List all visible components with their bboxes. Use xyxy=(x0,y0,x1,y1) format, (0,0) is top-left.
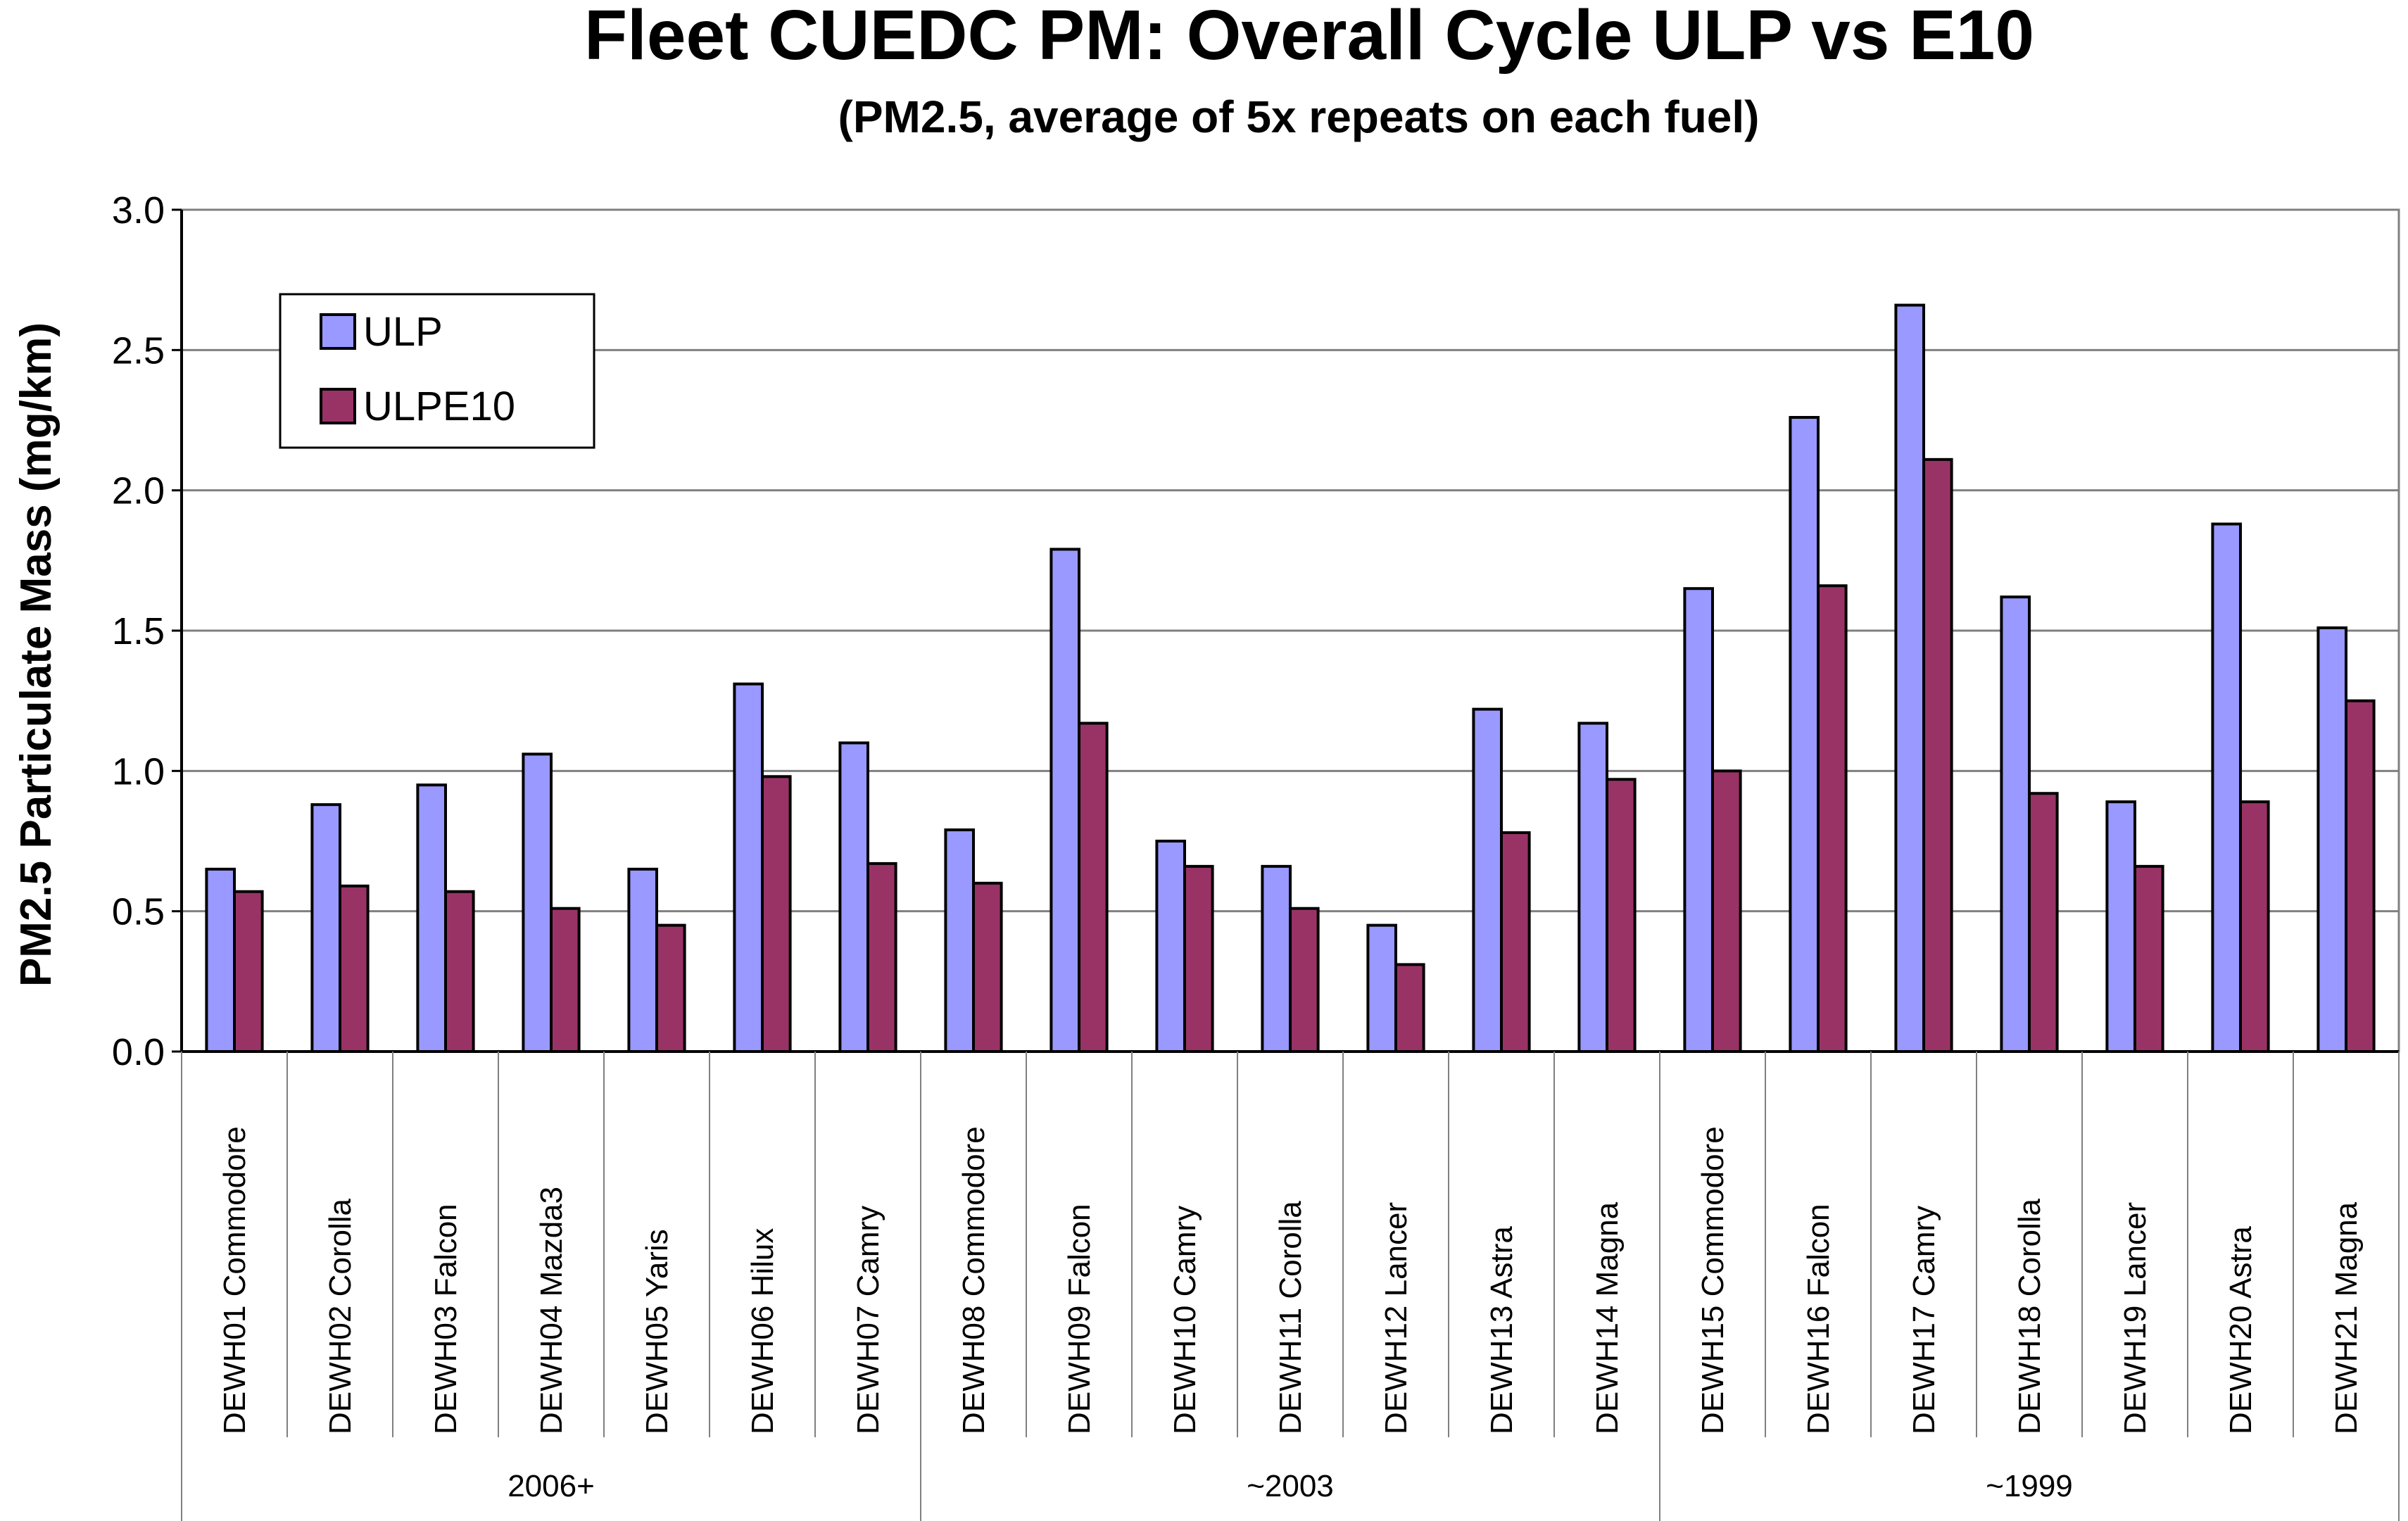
x-tick-label: DEWH02 Corolla xyxy=(323,1198,358,1434)
x-tick-label: DEWH20 Astra xyxy=(2224,1226,2258,1434)
group-label: ~2003 xyxy=(1247,1469,1334,1503)
bar-ulpe10-2 xyxy=(339,884,370,1053)
bar-ulp-14 xyxy=(1577,721,1608,1054)
bar-ulpe10-11 xyxy=(1289,907,1320,1054)
x-tick-label: DEWH13 Astra xyxy=(1484,1226,1519,1434)
x-tick-label: DEWH17 Camry xyxy=(1907,1206,1941,1434)
x-tick-label: DEWH05 Yaris xyxy=(640,1229,674,1434)
x-tick-label: DEWH03 Falcon xyxy=(429,1204,463,1434)
y-tick-label: 0.0 xyxy=(112,1031,165,1073)
bar-ulpe10-4 xyxy=(550,907,581,1054)
legend: ULP ULPE10 xyxy=(279,293,595,449)
bar-ulpe10-15 xyxy=(1711,769,1742,1054)
bar-ulp-18 xyxy=(2000,595,2031,1053)
bar-ulpe10-6 xyxy=(761,775,792,1053)
bar-ulp-4 xyxy=(522,752,553,1053)
y-axis-label: PM2.5 Particulate Mass (mg/km) xyxy=(12,322,61,987)
bar-ulp-1 xyxy=(205,867,236,1054)
bar-ulpe10-12 xyxy=(1394,963,1425,1053)
bar-ulp-13 xyxy=(1472,707,1503,1053)
bars-layer xyxy=(205,303,2376,1054)
x-tick-label: DEWH07 Camry xyxy=(851,1206,885,1434)
bar-ulpe10-19 xyxy=(2133,864,2164,1053)
bar-ulp-6 xyxy=(733,682,764,1053)
legend-label-ulp: ULP xyxy=(363,309,443,355)
legend-swatch-ulp xyxy=(320,313,356,350)
x-tick-label: DEWH10 Camry xyxy=(1168,1206,1202,1434)
y-tick-label: 2.0 xyxy=(112,470,165,512)
bar-ulpe10-8 xyxy=(972,881,1003,1054)
bar-ulpe10-10 xyxy=(1183,864,1214,1053)
bar-ulpe10-9 xyxy=(1078,721,1109,1054)
bar-ulpe10-21 xyxy=(2345,699,2376,1054)
bar-ulpe10-3 xyxy=(444,890,475,1054)
x-tick-label: DEWH16 Falcon xyxy=(1801,1204,1836,1434)
bar-ulp-19 xyxy=(2105,800,2136,1053)
legend-label-ulpe10: ULPE10 xyxy=(363,384,515,429)
x-tick-label: DEWH06 Hilux xyxy=(745,1228,780,1434)
group-label: 2006+ xyxy=(508,1469,595,1503)
chart-subtitle: (PM2.5, average of 5x repeats on each fu… xyxy=(838,91,1760,142)
bar-ulp-20 xyxy=(2211,522,2242,1053)
bar-ulpe10-13 xyxy=(1500,831,1531,1054)
x-tick-label: DEWH08 Commodore xyxy=(957,1126,991,1434)
bar-ulp-21 xyxy=(2316,626,2347,1053)
bar-ulpe10-17 xyxy=(1922,457,1953,1053)
y-tick-label: 0.5 xyxy=(112,891,165,933)
x-tick-label: DEWH21 Magna xyxy=(2329,1201,2364,1434)
y-tick-label: 2.5 xyxy=(112,329,165,372)
bar-ulp-10 xyxy=(1155,840,1187,1053)
group-label: ~1999 xyxy=(1986,1469,2073,1503)
x-tick-label: DEWH09 Falcon xyxy=(1062,1204,1097,1434)
x-tick-label: DEWH18 Corolla xyxy=(2012,1198,2047,1434)
bar-ulp-7 xyxy=(838,741,870,1053)
chart-title: Fleet CUEDC PM: Overall Cycle ULP vs E10 xyxy=(584,0,2034,75)
bar-ulp-8 xyxy=(944,828,976,1053)
bar-ulpe10-18 xyxy=(2028,792,2059,1054)
bar-ulpe10-7 xyxy=(866,862,897,1053)
y-tick-label: 1.5 xyxy=(112,610,165,652)
bar-ulpe10-5 xyxy=(655,923,686,1053)
bar-ulp-3 xyxy=(416,783,448,1054)
x-tick-label: DEWH11 Corolla xyxy=(1273,1201,1308,1434)
bar-ulp-9 xyxy=(1049,548,1081,1053)
x-tick-label: DEWH19 Lancer xyxy=(2118,1202,2152,1434)
bar-ulp-11 xyxy=(1261,864,1292,1053)
x-tick-label: DEWH15 Commodore xyxy=(1696,1126,1730,1434)
bar-ulp-5 xyxy=(627,867,659,1054)
bar-ulpe10-16 xyxy=(1817,584,1848,1053)
bar-ulp-16 xyxy=(1789,416,1820,1053)
axis-layer: 0.0 0.5 1.0 1.5 2.0 2.5 3.0 DEWH01 Commodore DEW… xyxy=(112,189,2400,1521)
bar-ulp-15 xyxy=(1683,587,1714,1053)
legend-swatch-ulpe10 xyxy=(320,388,356,424)
bar-ulpe10-20 xyxy=(2239,800,2270,1053)
y-tick-label: 1.0 xyxy=(112,750,165,793)
bar-ulp-2 xyxy=(310,803,341,1053)
bar-ulp-12 xyxy=(1366,923,1398,1053)
x-tick-label: DEWH14 Magna xyxy=(1590,1201,1625,1434)
x-tick-label: DEWH04 Mazda3 xyxy=(534,1187,569,1434)
bar-ulpe10-14 xyxy=(1606,778,1637,1053)
y-tick-label: 3.0 xyxy=(112,189,165,232)
x-tick-label: DEWH01 Commodore xyxy=(218,1126,252,1434)
bar-ulpe10-1 xyxy=(233,890,264,1054)
bar-ulp-17 xyxy=(1894,303,1925,1054)
x-tick-label: DEWH12 Lancer xyxy=(1379,1202,1413,1434)
